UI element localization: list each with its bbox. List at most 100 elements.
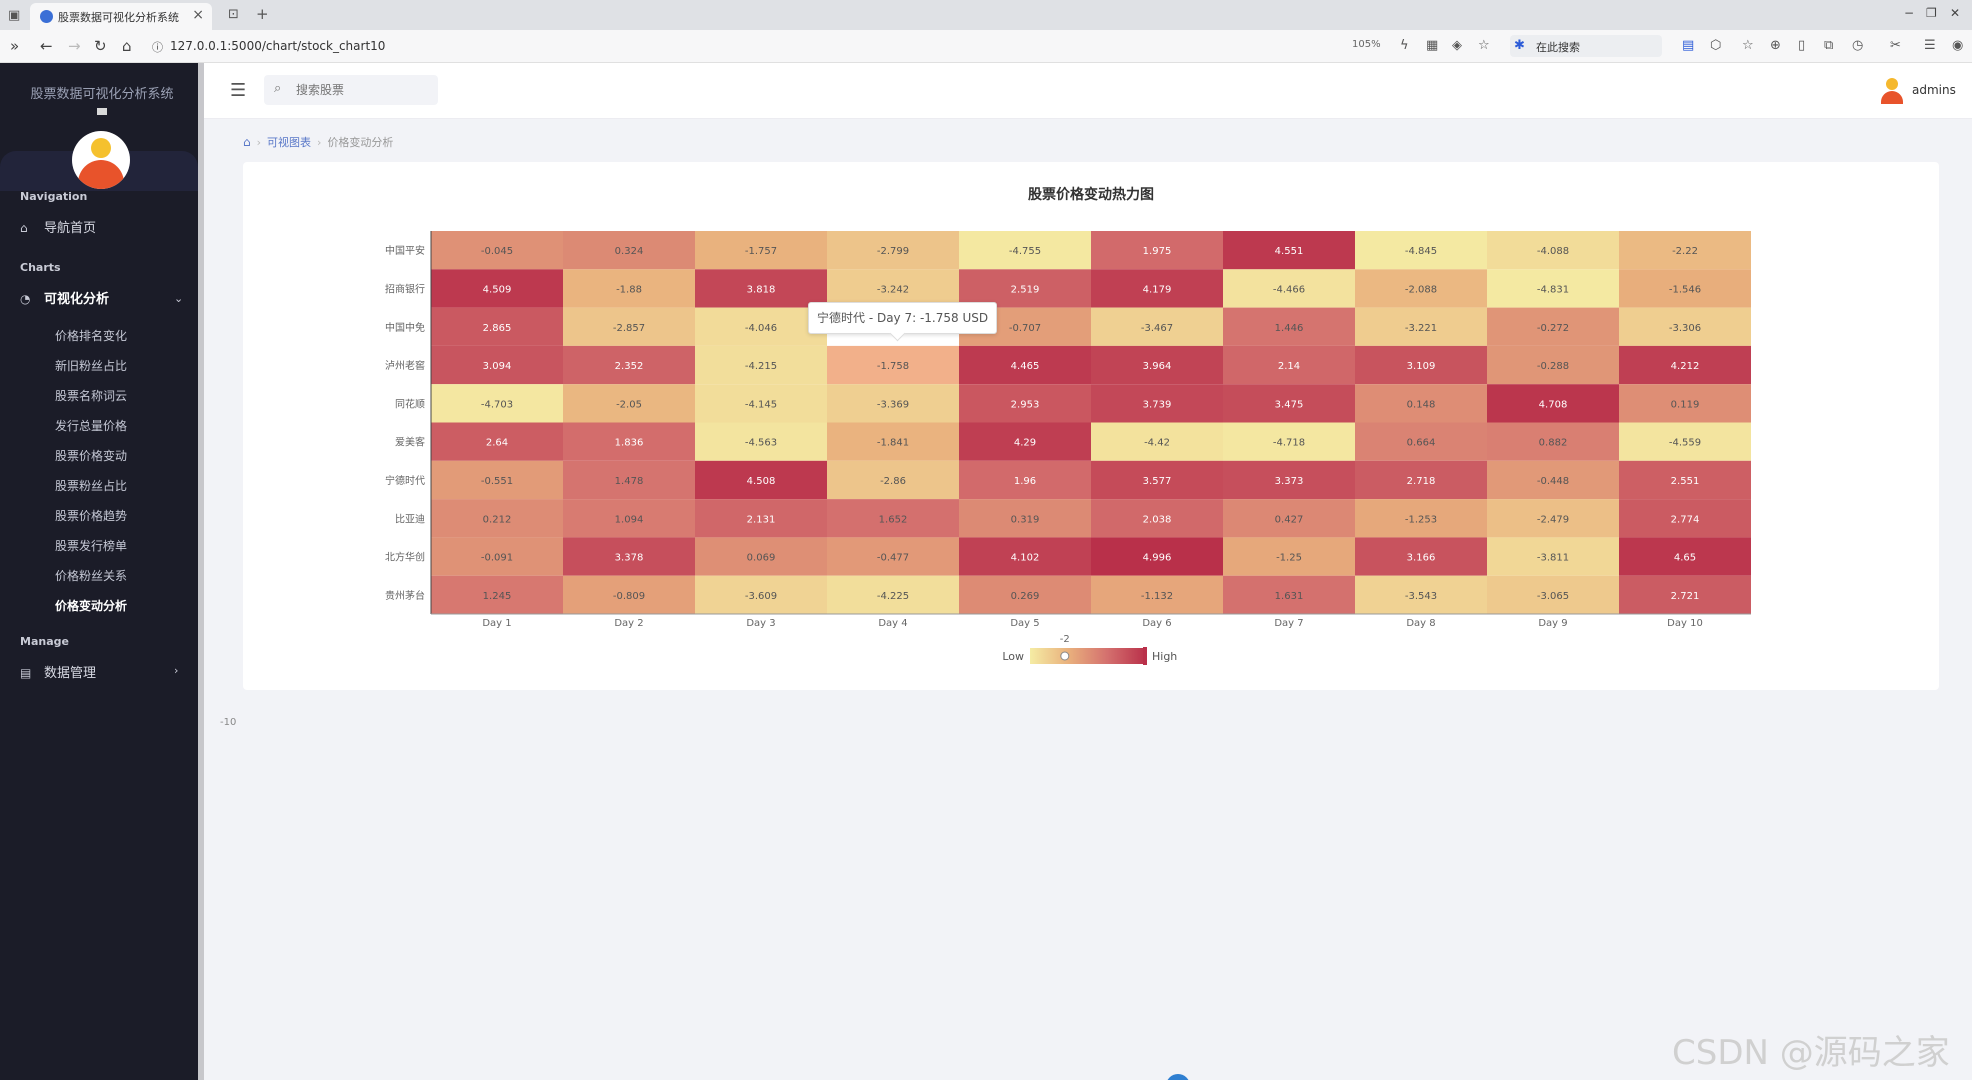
heatmap-cell[interactable] <box>563 307 695 346</box>
back-icon[interactable]: ← <box>40 37 53 55</box>
user-avatar[interactable] <box>1880 78 1904 104</box>
heatmap-cell[interactable] <box>1223 460 1355 500</box>
sidebar-item-visualization[interactable]: ◔ 可视化分析 <box>20 288 109 307</box>
heatmap-cell[interactable] <box>1091 575 1223 614</box>
heatmap-cell[interactable] <box>1223 231 1355 270</box>
heatmap-cell[interactable] <box>1619 307 1751 346</box>
sidebar-subitem[interactable]: 股票名称词云 <box>55 389 128 403</box>
heatmap-cell[interactable] <box>431 307 563 346</box>
heatmap-cell[interactable] <box>827 460 959 500</box>
phone-icon[interactable]: ▯ <box>1798 38 1806 53</box>
heatmap-cell[interactable] <box>1619 537 1751 576</box>
heatmap-cell[interactable] <box>1223 575 1355 614</box>
heatmap-cell[interactable] <box>695 499 827 538</box>
heatmap-cell[interactable] <box>1355 231 1487 270</box>
heatmap-cell[interactable] <box>1223 307 1355 346</box>
search-engine-box[interactable] <box>1510 35 1662 57</box>
heatmap-cell[interactable] <box>1487 499 1619 538</box>
breadcrumb-link[interactable]: 可视图表 <box>267 136 312 149</box>
forward-icon[interactable]: → <box>68 37 81 55</box>
breadcrumb-home-icon[interactable]: ⌂ <box>243 135 251 149</box>
heatmap-cell[interactable] <box>959 537 1091 576</box>
heatmap-cell[interactable] <box>695 422 827 461</box>
heatmap-cell[interactable] <box>1091 499 1223 538</box>
chevron-right-icon[interactable]: › <box>174 664 179 677</box>
heatmap-cell[interactable] <box>431 575 563 614</box>
heatmap-cell[interactable] <box>431 499 563 538</box>
avatar[interactable] <box>72 131 130 189</box>
sidebar-subitem[interactable]: 股票粉丝占比 <box>55 479 128 493</box>
heatmap-cell[interactable] <box>827 537 959 576</box>
heatmap-cell[interactable] <box>1487 537 1619 576</box>
heatmap-cell[interactable] <box>1619 345 1751 385</box>
heatmap-cell[interactable] <box>1487 231 1619 270</box>
heatmap-cell[interactable] <box>1091 460 1223 500</box>
heatmap-cell[interactable] <box>1223 422 1355 461</box>
heatmap-cell[interactable] <box>563 575 695 614</box>
sidebar-subitem[interactable]: 价格粉丝关系 <box>55 569 128 583</box>
heatmap-cell[interactable] <box>431 231 563 270</box>
heatmap-cell[interactable] <box>1223 345 1355 385</box>
heatmap-cell[interactable] <box>695 384 827 423</box>
heatmap-cell[interactable] <box>695 345 827 385</box>
heatmap-cell[interactable] <box>1487 575 1619 614</box>
sidebar-subitem[interactable]: 股票价格变动 <box>55 449 128 463</box>
home-icon[interactable]: ⌂ <box>122 37 132 55</box>
heatmap-cell[interactable] <box>695 307 827 346</box>
extension-icon[interactable]: ⬡ <box>1710 38 1722 53</box>
favorites-icon[interactable]: ☆ <box>1742 38 1754 53</box>
heatmap-cell[interactable] <box>431 537 563 576</box>
heatmap-cell[interactable] <box>1619 384 1751 423</box>
heatmap-cell[interactable] <box>1619 499 1751 538</box>
heatmap-cell[interactable] <box>959 384 1091 423</box>
minimize-icon[interactable]: − <box>1904 6 1915 20</box>
close-icon[interactable]: × <box>192 7 204 23</box>
heatmap-cell[interactable] <box>1091 231 1223 270</box>
heatmap-cell[interactable] <box>1355 537 1487 576</box>
heatmap-cell[interactable] <box>1619 269 1751 308</box>
heatmap-cell[interactable] <box>1091 537 1223 576</box>
heatmap-chart[interactable]: -0.045 0.324 -1.757 -2.799 -4.755 1.975 4.551 -… <box>243 162 1939 690</box>
heatmap-cell[interactable] <box>431 460 563 500</box>
heatmap-cell[interactable] <box>563 460 695 500</box>
site-info-icon[interactable]: ⓘ <box>152 41 163 54</box>
heatmap-cell[interactable] <box>827 422 959 461</box>
heatmap-cell[interactable] <box>695 231 827 270</box>
heatmap-cell[interactable] <box>1619 231 1751 270</box>
scissors-icon[interactable]: ✂ <box>1890 38 1901 53</box>
new-tab-icon[interactable]: + <box>256 5 269 23</box>
screenshot-icon[interactable]: ▦ <box>1426 38 1439 53</box>
floating-button[interactable] <box>1166 1074 1190 1080</box>
profile-icon[interactable]: ◉ <box>1952 38 1964 53</box>
tab-group-icon[interactable]: ⊡ <box>228 7 239 22</box>
sidebar-subitem[interactable]: 价格排名变化 <box>55 329 128 343</box>
heatmap-cell[interactable] <box>563 499 695 538</box>
heatmap-cell[interactable] <box>1487 269 1619 308</box>
heatmap-cell[interactable] <box>1355 460 1487 500</box>
heatmap-cell[interactable] <box>959 499 1091 538</box>
chevron-down-icon[interactable]: ⌄ <box>174 292 184 305</box>
hamburger-menu-icon[interactable]: ☰ <box>230 80 247 101</box>
username[interactable]: admins <box>1912 83 1956 97</box>
heatmap-cell[interactable] <box>1091 384 1223 423</box>
heatmap-cell[interactable] <box>563 384 695 423</box>
browser-tab[interactable]: 股票数据可视化分析系统 × <box>30 3 212 30</box>
heatmap-cell[interactable] <box>563 422 695 461</box>
heatmap-cell[interactable] <box>1487 422 1619 461</box>
download-icon[interactable]: ⊕ <box>1770 38 1781 53</box>
heatmap-cell[interactable] <box>1091 269 1223 308</box>
heatmap-cell[interactable] <box>959 231 1091 270</box>
heatmap-cell[interactable] <box>563 269 695 308</box>
heatmap-cell[interactable] <box>431 345 563 385</box>
heatmap-cell[interactable] <box>959 460 1091 500</box>
heatmap-cell[interactable] <box>1223 269 1355 308</box>
bookmark-star-icon[interactable]: ☆ <box>1478 38 1490 53</box>
reload-icon[interactable]: ↻ <box>94 37 107 55</box>
heatmap-cell[interactable] <box>959 575 1091 614</box>
sidebar-toggle-icon[interactable]: ▣ <box>8 8 21 23</box>
heatmap-cell[interactable] <box>1223 499 1355 538</box>
collections-icon[interactable]: ⧉ <box>1824 38 1834 53</box>
heatmap-cell[interactable] <box>827 499 959 538</box>
heatmap-cell[interactable] <box>827 384 959 423</box>
sidebar-subitem[interactable]: 新旧粉丝占比 <box>55 359 128 373</box>
